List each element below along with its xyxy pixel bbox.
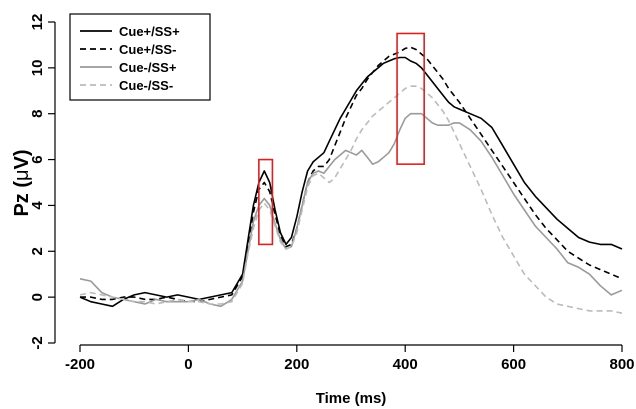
y-ticks: -2 0 2 4 6 8 10 12 — [29, 14, 55, 350]
y-tick-label: 2 — [29, 247, 46, 255]
y-tick-label: 0 — [29, 293, 46, 301]
y-tick-label: 6 — [29, 155, 46, 163]
highlight-box-1 — [258, 158, 274, 246]
series-line-cue-ss — [79, 56, 623, 308]
series-line-cue-ss — [80, 46, 623, 303]
x-tick-label: 600 — [501, 356, 526, 373]
x-tick-label: 800 — [609, 356, 634, 373]
legend-label-cue-ss: Cue-/SS- — [119, 78, 173, 93]
legend-label-cue-ss: Cue+/SS+ — [119, 24, 180, 39]
x-tick-label: 0 — [184, 356, 192, 373]
legend-items: Cue+/SS+ Cue+/SS- Cue-/SS+ Cue-/SS- — [80, 24, 180, 93]
y-tick-label: -2 — [29, 336, 46, 349]
y-tick-label: 10 — [29, 60, 46, 77]
x-tick-label: 400 — [393, 356, 418, 373]
legend-label-cue-ss: Cue-/SS+ — [119, 60, 177, 75]
plot-marks — [79, 46, 623, 314]
y-tick-label: 4 — [29, 201, 46, 210]
y-axis-title: Pz (μV) — [11, 149, 33, 216]
highlight-boxes — [258, 32, 425, 246]
series-line-cue-ss — [79, 112, 623, 308]
x-ticks: -200 0 200 400 600 800 — [65, 345, 635, 373]
series-line-cue-ss — [79, 85, 623, 314]
legend: Cue+/SS+ Cue+/SS- Cue-/SS+ Cue-/SS- — [69, 13, 211, 101]
y-tick-label: 8 — [29, 110, 46, 118]
x-axis-title: Time (ms) — [316, 390, 387, 407]
x-tick-label: -200 — [65, 356, 95, 373]
x-tick-label: 200 — [284, 356, 309, 373]
legend-label-cue-ss: Cue+/SS- — [119, 42, 176, 57]
axes — [54, 22, 622, 346]
highlight-box-2 — [396, 32, 425, 165]
y-tick-label: 12 — [29, 14, 46, 31]
